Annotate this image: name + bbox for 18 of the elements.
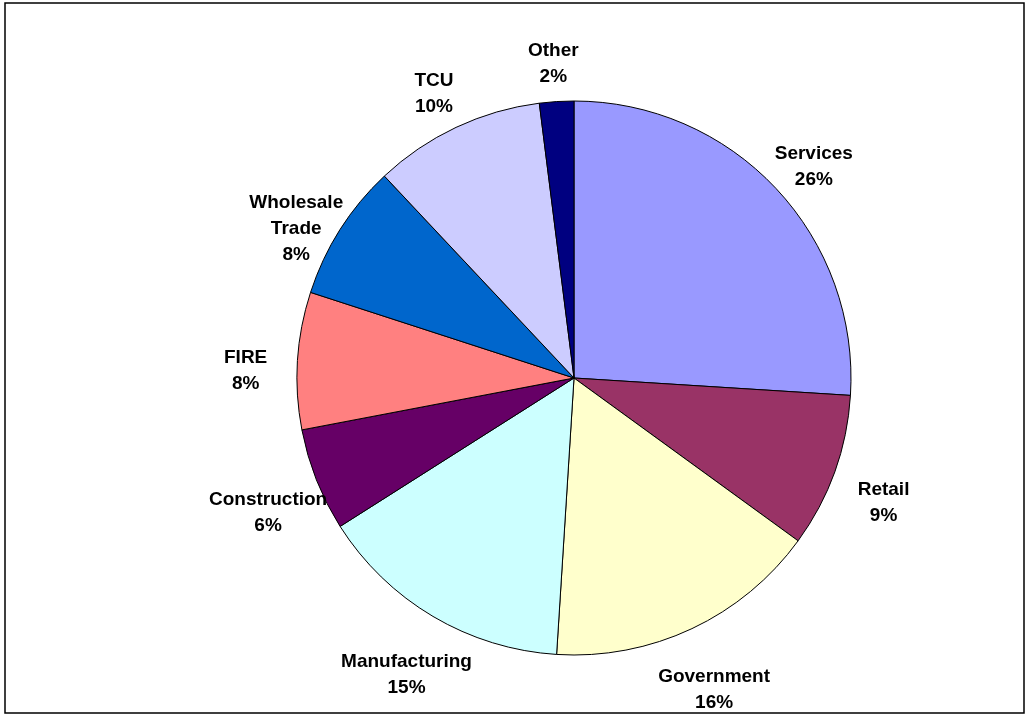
slice-label: Retail [857,478,910,500]
data-label: 9% [869,504,898,526]
slice-label: Government [658,664,771,686]
slice-label: FIRE [224,346,268,368]
data-label: 10% [414,95,454,117]
data-label: 8% [231,372,260,394]
data-label: 26% [794,167,833,189]
slice-label: Manufacturing [341,650,472,672]
slice-label: TCU [414,69,454,91]
data-label: 15% [387,676,426,698]
slice-label: Construction [208,488,328,510]
data-label: 2% [539,64,568,86]
slice-label: Services [774,141,853,163]
data-label: 8% [282,242,311,264]
slice-label: Wholesale Trade [249,190,344,238]
slice-label: Other [528,38,580,60]
data-label: 6% [254,514,282,536]
data-label: 16% [695,690,734,712]
